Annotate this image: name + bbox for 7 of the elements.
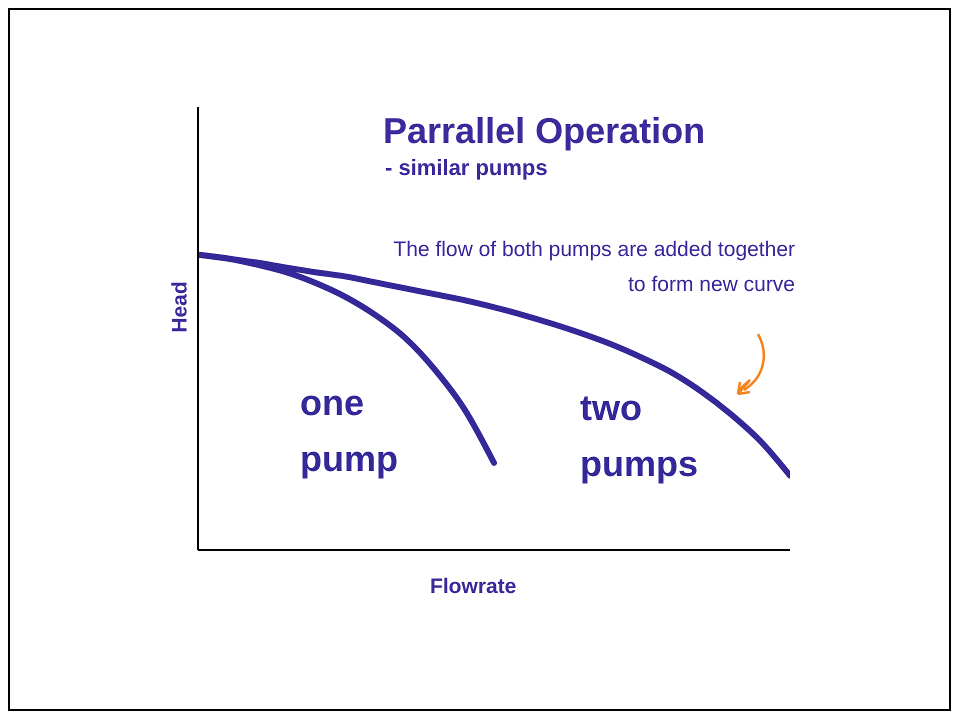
annotation: The flow of both pumps are added together to form new curve: [392, 237, 795, 298]
x-axis-title: Flowrate: [430, 575, 516, 599]
chart-subtitle: - similar pumps: [385, 155, 548, 181]
y-axis-title: Head: [168, 281, 193, 333]
series-label: one pump: [300, 381, 399, 481]
chart-title: Parrallel Operation: [383, 110, 706, 152]
series-label: two pumps: [580, 386, 700, 486]
